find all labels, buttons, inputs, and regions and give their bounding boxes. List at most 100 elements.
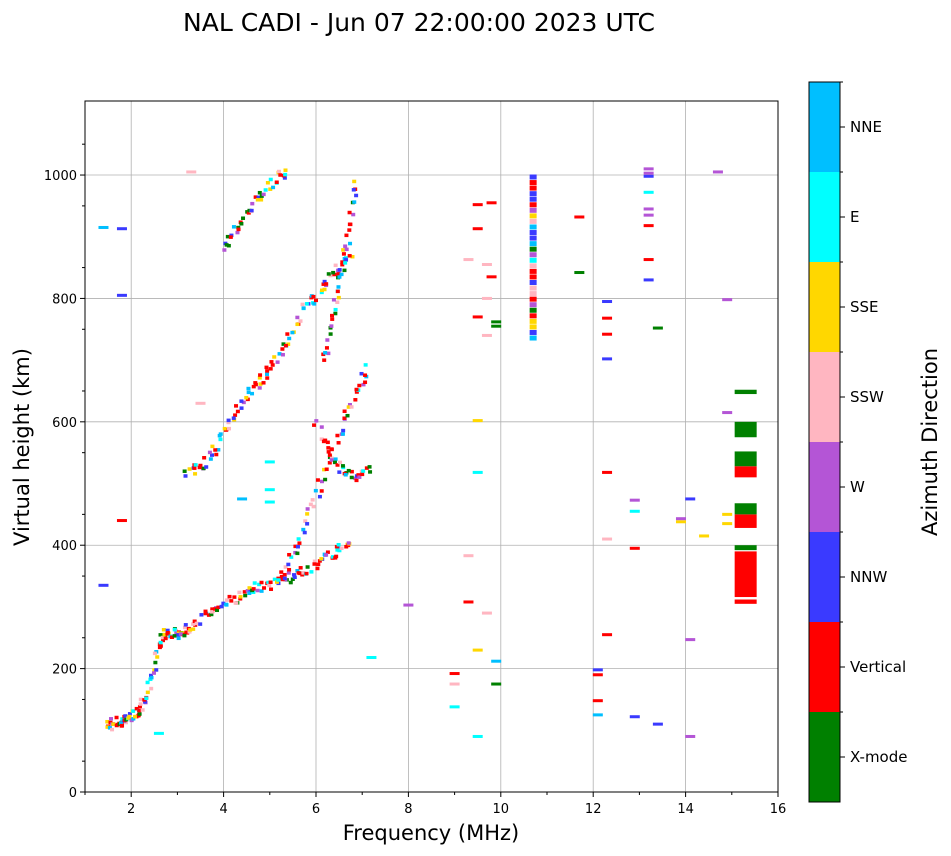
colorbar-label: NNE <box>850 118 882 136</box>
echo-mark <box>270 363 275 367</box>
echo-mark <box>111 722 116 726</box>
echo-mark <box>247 586 252 590</box>
echo-point <box>472 419 483 423</box>
echo-mark <box>115 722 120 727</box>
echo-mark <box>263 188 268 192</box>
colorbar-label: E <box>850 208 859 226</box>
echo-point <box>403 603 414 607</box>
echo-mark <box>226 420 231 425</box>
echo-mark <box>224 243 229 247</box>
echo-mark <box>325 440 330 445</box>
column-mark <box>529 285 537 291</box>
colorbar-segment <box>809 532 840 622</box>
echo-mark <box>298 319 303 323</box>
echo-mark <box>163 636 168 641</box>
colorbar-segment <box>809 82 840 172</box>
echo-mark <box>257 386 262 390</box>
echo-mark <box>261 192 266 197</box>
echo-mark <box>357 475 362 479</box>
colorbar-label: W <box>850 478 865 496</box>
echo-point <box>574 271 585 275</box>
echo-mark <box>206 613 211 617</box>
x-tick-label: 4 <box>219 802 227 817</box>
column-mark <box>529 268 537 274</box>
echo-mark <box>246 211 251 215</box>
y-tick-label: 200 <box>52 663 77 678</box>
echo-mark <box>295 544 300 549</box>
echo-mark <box>252 581 257 585</box>
echo-point <box>472 203 483 207</box>
echo-point <box>722 512 733 516</box>
echo-point <box>602 357 613 361</box>
echo-mark <box>367 465 372 469</box>
echo-point <box>116 227 127 231</box>
echo-point <box>481 262 492 266</box>
echo-mark <box>144 696 149 701</box>
column-mark <box>529 224 537 230</box>
echo-mark <box>266 580 271 585</box>
stack-segment <box>734 503 757 515</box>
echo-mark <box>336 273 341 277</box>
column-mark <box>529 196 537 202</box>
echo-mark <box>321 282 326 286</box>
echo-mark <box>277 352 282 356</box>
echo-mark <box>218 437 223 442</box>
echo-mark <box>343 244 348 248</box>
echo-mark <box>319 479 324 484</box>
echo-mark <box>202 456 207 460</box>
echo-mark <box>209 612 214 617</box>
echo-point <box>574 215 585 219</box>
echo-point <box>675 520 686 524</box>
chart-title: NAL CADI - Jun 07 22:00:00 2023 UTC <box>183 8 655 37</box>
echo-mark <box>341 428 346 433</box>
echo-point <box>98 583 109 587</box>
echo-mark <box>271 185 276 190</box>
column-mark <box>529 324 537 330</box>
column-mark <box>529 207 537 213</box>
echo-point <box>486 275 497 279</box>
echo-mark <box>329 458 334 462</box>
echo-mark <box>323 351 328 355</box>
echo-mark <box>344 233 349 238</box>
echo-mark <box>336 285 341 289</box>
stack-segment <box>734 551 757 598</box>
echo-point <box>264 500 275 504</box>
echo-mark <box>197 465 202 470</box>
echo-mark <box>153 660 158 665</box>
echo-mark <box>265 372 270 376</box>
echo-point <box>699 534 710 538</box>
echo-mark <box>336 295 341 300</box>
echo-mark <box>165 628 170 633</box>
echo-mark <box>326 450 331 454</box>
echo-mark <box>255 198 260 202</box>
echo-mark <box>303 519 308 523</box>
echo-mark <box>287 552 292 557</box>
echo-mark <box>340 432 345 436</box>
stack-segment <box>734 451 757 467</box>
column-mark <box>529 296 537 302</box>
echo-mark <box>333 311 338 316</box>
echo-point <box>685 638 696 642</box>
echo-mark <box>134 706 139 711</box>
column-mark <box>529 307 537 313</box>
echo-mark <box>347 228 352 232</box>
echo-mark <box>359 371 364 376</box>
echo-mark <box>325 338 330 342</box>
echo-point <box>602 332 613 336</box>
x-axis-label: Frequency (MHz) <box>343 821 519 845</box>
echo-mark <box>234 601 239 605</box>
echo-mark <box>105 725 110 729</box>
echo-point <box>685 497 696 501</box>
echo-mark <box>324 346 329 350</box>
echo-point <box>472 227 483 231</box>
echo-point <box>481 611 492 615</box>
echo-mark <box>322 467 327 472</box>
echo-mark <box>127 712 132 716</box>
echo-point <box>463 554 474 558</box>
echo-mark <box>336 542 341 547</box>
echo-mark <box>325 550 330 554</box>
echo-point <box>592 699 603 703</box>
echo-mark <box>298 566 303 570</box>
echo-mark <box>335 433 340 438</box>
y-tick-label: 800 <box>52 292 77 307</box>
